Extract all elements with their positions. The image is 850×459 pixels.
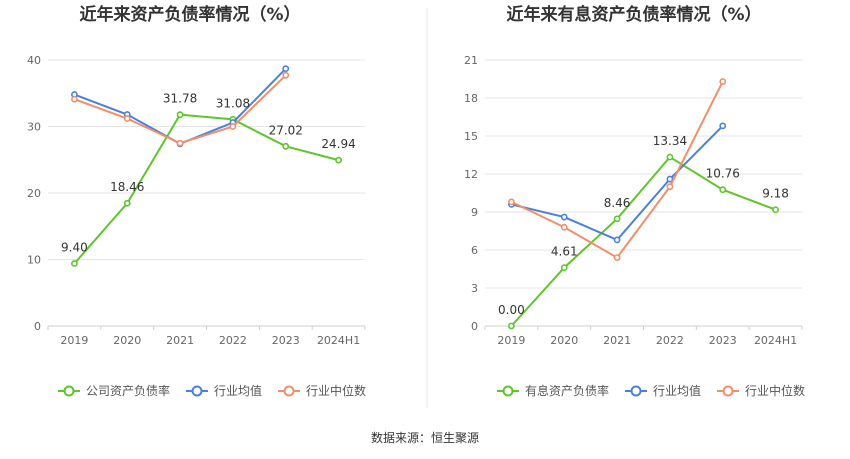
y-tick-label: 6: [471, 244, 478, 257]
y-tick-label: 18: [464, 92, 478, 105]
data-point: [176, 111, 184, 119]
data-point: [123, 115, 131, 122]
data-point: [613, 254, 621, 261]
y-tick-label: 30: [27, 121, 41, 134]
y-tick-label: 0: [471, 320, 478, 333]
x-tick-label: 2021: [166, 334, 194, 347]
data-point: [71, 95, 78, 103]
y-tick-label: 10: [27, 254, 41, 267]
legend-item[interactable]: 行业中位数: [717, 383, 805, 398]
data-point: [719, 122, 727, 130]
y-tick-label: 12: [464, 168, 478, 181]
data-label: 24.94: [321, 137, 355, 151]
legend-label: 行业均值: [214, 383, 262, 398]
legend-item[interactable]: 公司资产负债率: [58, 383, 170, 398]
legend-label: 公司资产负债率: [86, 383, 170, 398]
data-point: [71, 260, 78, 267]
data-point: [666, 175, 674, 183]
data-point: [282, 71, 290, 79]
data-point: [772, 206, 779, 214]
data-point: [560, 223, 568, 231]
data-point: [508, 198, 515, 206]
y-tick-label: 15: [464, 130, 478, 143]
y-tick-label: 0: [34, 320, 41, 333]
data-point: [613, 215, 621, 223]
series-line: [510, 155, 776, 327]
legend-marker: [63, 385, 75, 397]
series-line: [73, 113, 339, 265]
data-label: 8.46: [604, 196, 631, 210]
data-point: [613, 236, 621, 244]
x-tick-label: 2020: [550, 334, 578, 347]
data-point: [666, 153, 674, 161]
data-point: [282, 142, 290, 150]
chart-interest-debt-ratio: 近年来有息资产负债率情况（%） 0 3 6 9 12 15 18 21 2019 2020 2021…: [464, 4, 805, 398]
data-point: [335, 156, 342, 164]
data-point: [229, 123, 237, 130]
x-tick-label: 2023: [272, 334, 300, 347]
legend-label: 行业中位数: [306, 383, 366, 398]
legend-marker: [722, 385, 734, 397]
x-tick-label: 2024H1: [317, 334, 360, 347]
y-tick-label: 20: [27, 187, 41, 200]
data-label: 10.76: [706, 167, 740, 181]
chart-debt-ratio: 近年来资产负债率情况（%） 0 10 20 30 40 2019 2020 2021 2022 2…: [27, 4, 366, 398]
data-label: 31.78: [163, 92, 197, 106]
data-point: [719, 78, 727, 85]
data-point: [176, 139, 184, 147]
data-label: 31.08: [216, 96, 250, 110]
data-point: [560, 264, 568, 272]
series-line: [74, 74, 287, 145]
data-label: 0.00: [498, 303, 525, 317]
legend-label: 有息资产负债率: [525, 383, 609, 398]
x-tick-label: 2022: [656, 334, 684, 347]
x-tick-label: 2020: [113, 334, 141, 347]
legend-marker: [630, 385, 642, 397]
legend-marker: [502, 385, 514, 397]
data-label: 9.18: [762, 187, 789, 201]
data-source-note: 数据来源：恒生聚源: [371, 430, 479, 445]
x-tick-label: 2019: [60, 334, 88, 347]
x-tick-label: 2024H1: [754, 334, 797, 347]
data-point: [123, 199, 131, 207]
data-label: 18.46: [110, 180, 144, 194]
x-tick-label: 2023: [709, 334, 737, 347]
x-tick-label: 2019: [497, 334, 525, 347]
data-label: 13.34: [653, 134, 687, 148]
legend-item[interactable]: 行业中位数: [278, 383, 366, 398]
data-point: [719, 186, 727, 194]
legend-label: 行业均值: [653, 383, 701, 398]
legend-item[interactable]: 行业均值: [625, 383, 701, 398]
x-tick-label: 2022: [219, 334, 247, 347]
data-label: 9.40: [61, 240, 88, 254]
data-point: [560, 213, 568, 221]
y-tick-label: 40: [27, 54, 41, 67]
data-point: [282, 65, 290, 73]
legend-label: 行业中位数: [745, 383, 805, 398]
x-tick-label: 2021: [603, 334, 631, 347]
y-tick-label: 3: [471, 282, 478, 295]
legend-marker: [191, 385, 203, 397]
legend-item[interactable]: 行业均值: [186, 383, 262, 398]
y-tick-label: 21: [464, 54, 478, 67]
chart-title: 近年来有息资产负债率情况（%）: [506, 4, 761, 25]
legend-marker: [283, 385, 295, 397]
data-label: 4.61: [551, 245, 578, 259]
legend-item[interactable]: 有息资产负债率: [497, 383, 609, 398]
data-point: [666, 183, 674, 191]
chart-title: 近年来资产负债率情况（%）: [79, 4, 300, 25]
data-point: [508, 322, 515, 330]
data-label: 27.02: [269, 123, 303, 137]
y-tick-label: 9: [471, 206, 478, 219]
